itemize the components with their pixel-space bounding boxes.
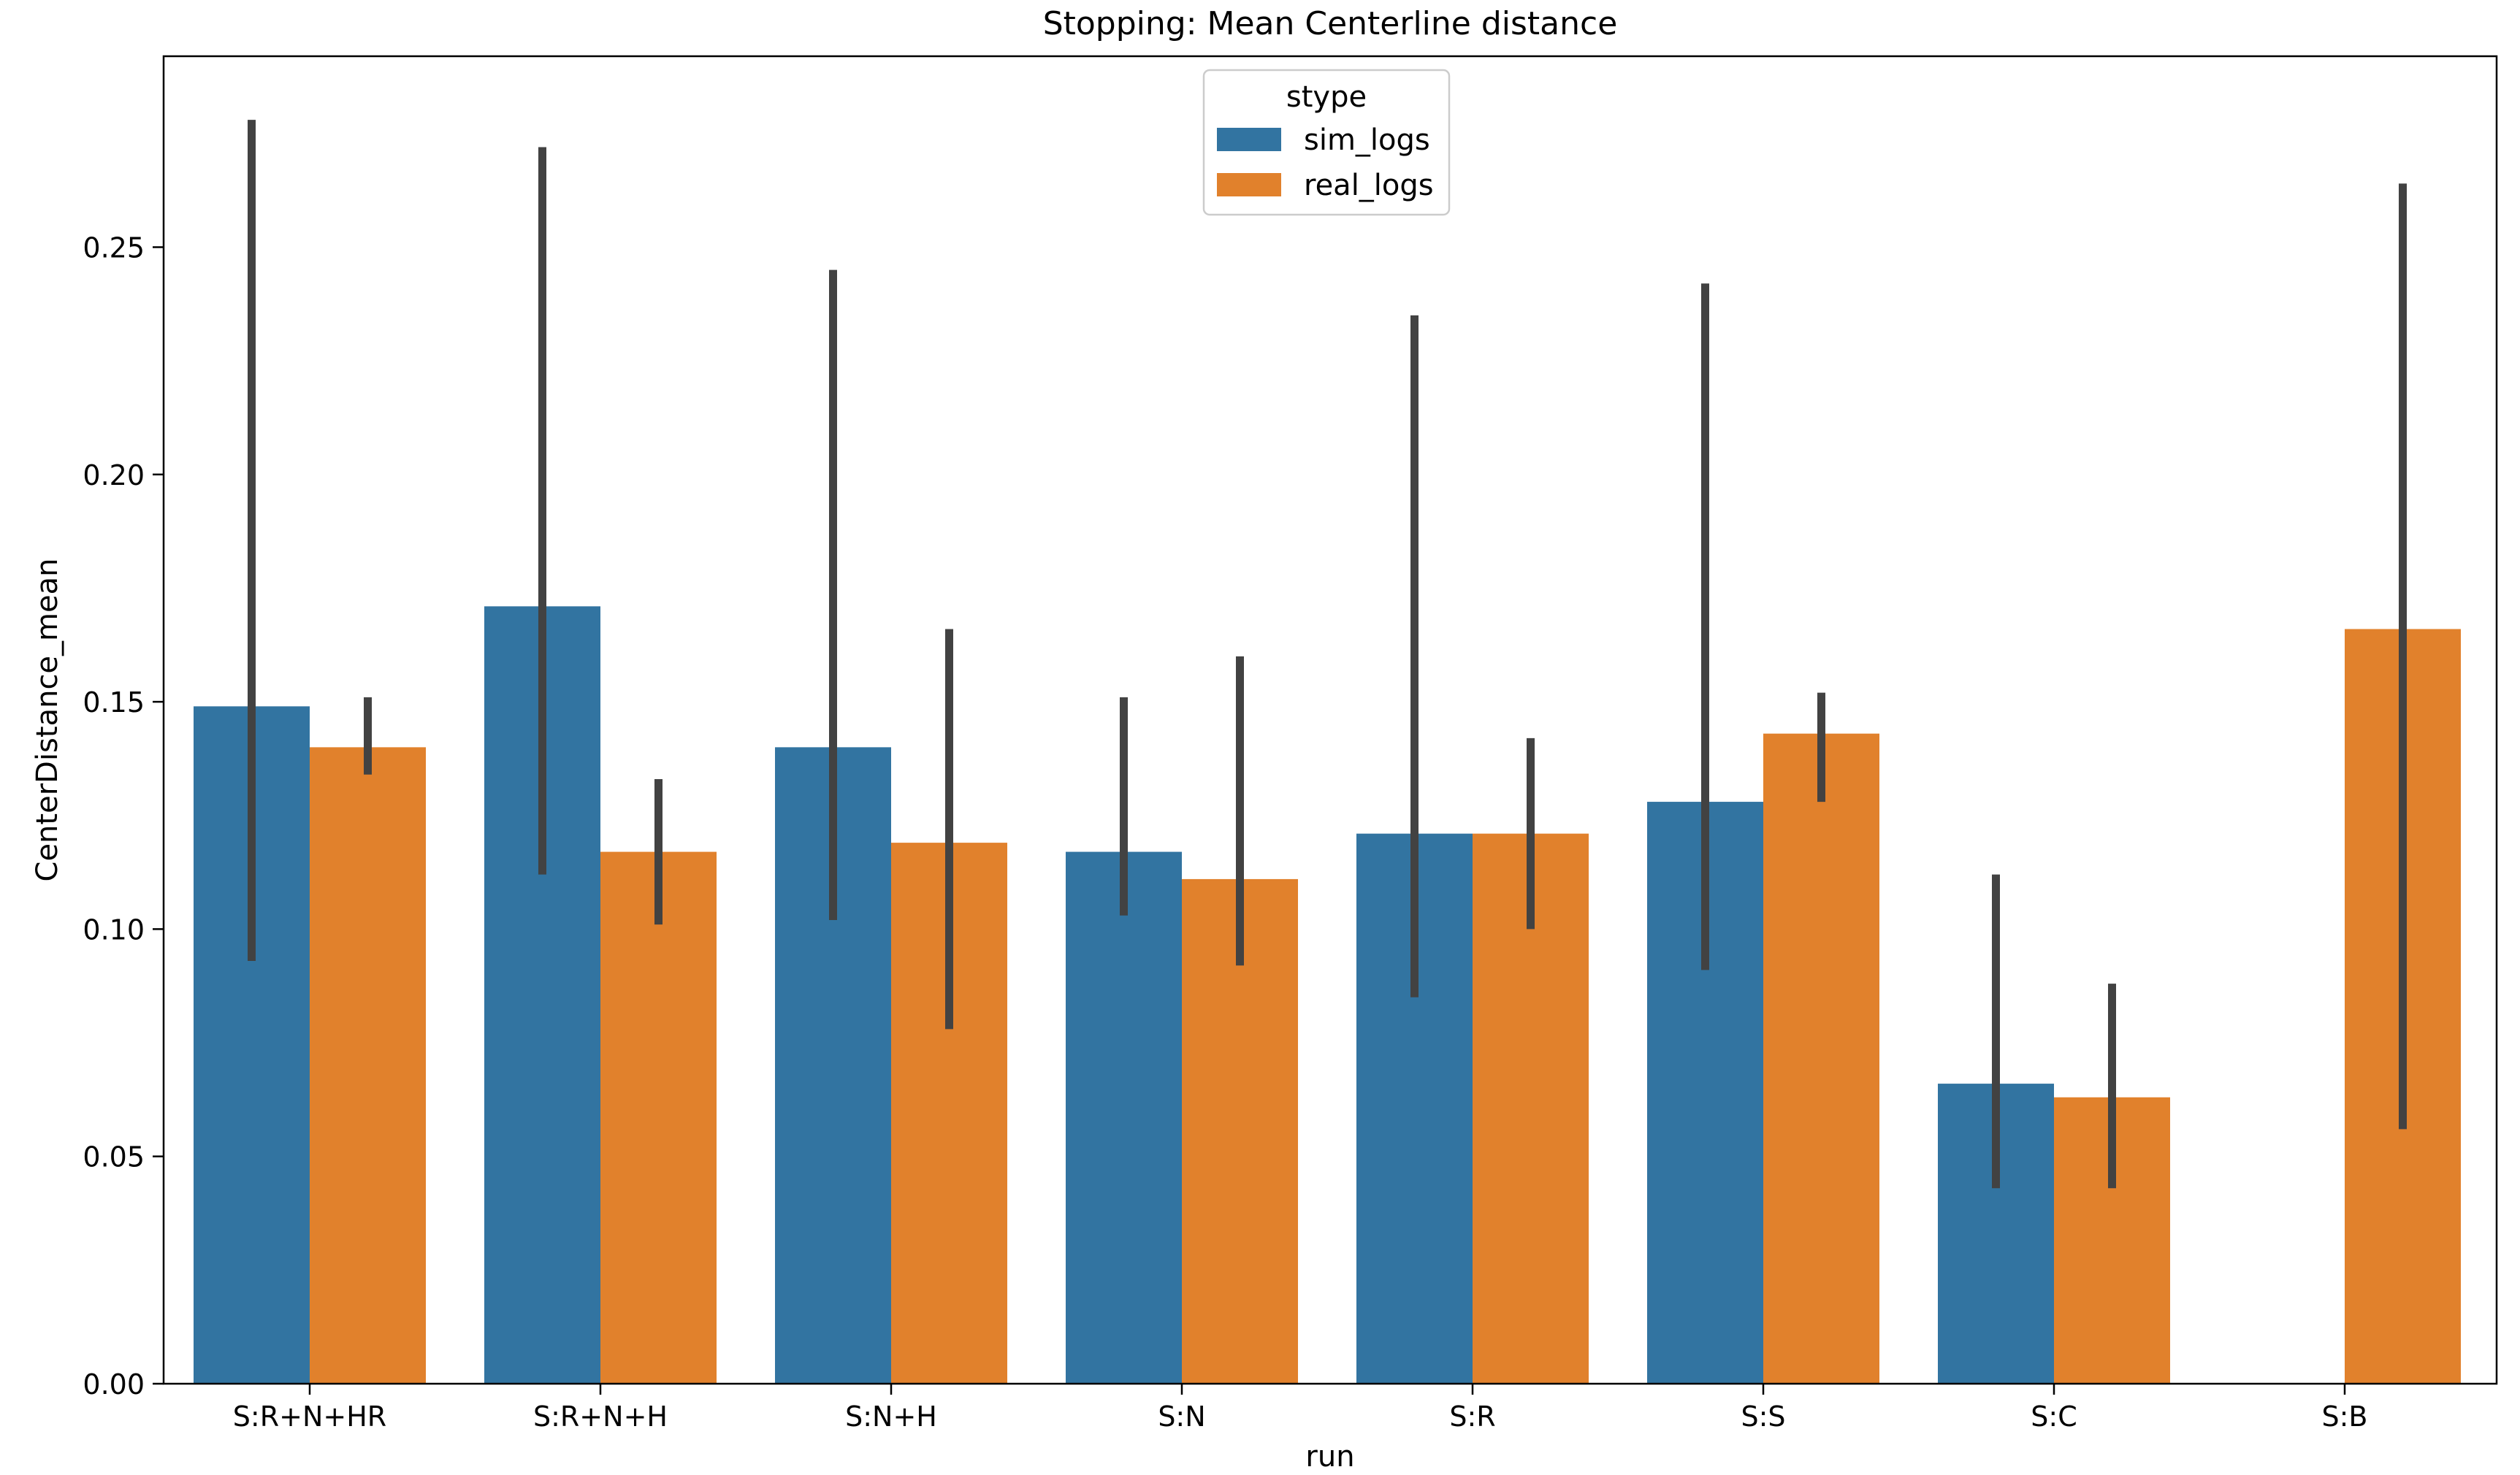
legend-label-real-logs: real_logs [1304, 169, 1434, 202]
legend: stype sim_logs real_logs [1202, 69, 1451, 216]
x-axis: S:R+N+HR S:R+N+H S:N+H S:N S:R S:S S:C S:B [233, 1384, 2368, 1433]
y-tick-label: 0.20 [83, 459, 145, 491]
bar-real-logs-1 [600, 851, 717, 1384]
legend-swatch-real-logs [1217, 173, 1281, 196]
bar-sim-logs-3 [1066, 851, 1182, 1384]
y-tick-label: 0.00 [83, 1368, 145, 1401]
y-tick-label: 0.25 [83, 231, 145, 264]
x-tick-label: S:N+H [845, 1401, 937, 1433]
plot-area [194, 120, 2461, 1384]
y-tick-label: 0.10 [83, 913, 145, 946]
x-axis-label: run [1305, 1440, 1354, 1474]
x-tick-label: S:R+N+HR [233, 1401, 386, 1433]
y-tick-label: 0.15 [83, 686, 145, 719]
y-axis: 0.00 0.05 0.10 0.15 0.20 0.25 [83, 231, 164, 1401]
x-tick-label: S:C [2031, 1401, 2077, 1433]
x-tick-label: S:S [1741, 1401, 1785, 1433]
y-tick-label: 0.05 [83, 1141, 145, 1173]
bar-real-logs-5 [1763, 733, 1879, 1384]
legend-title: stype [1286, 80, 1367, 114]
x-tick-label: S:R [1449, 1401, 1495, 1433]
legend-label-sim-logs: sim_logs [1304, 123, 1430, 157]
chart-title: Stopping: Mean Centerline distance [1043, 5, 1618, 42]
axes-frame [162, 55, 2498, 1385]
legend-swatch-sim-logs [1217, 128, 1281, 151]
x-tick-label: S:R+N+H [533, 1401, 668, 1433]
x-tick-label: S:B [2322, 1401, 2368, 1433]
bar-real-logs-0 [310, 747, 426, 1384]
x-tick-label: S:N [1158, 1401, 1205, 1433]
y-axis-label: CenterDistance_mean [31, 559, 64, 882]
